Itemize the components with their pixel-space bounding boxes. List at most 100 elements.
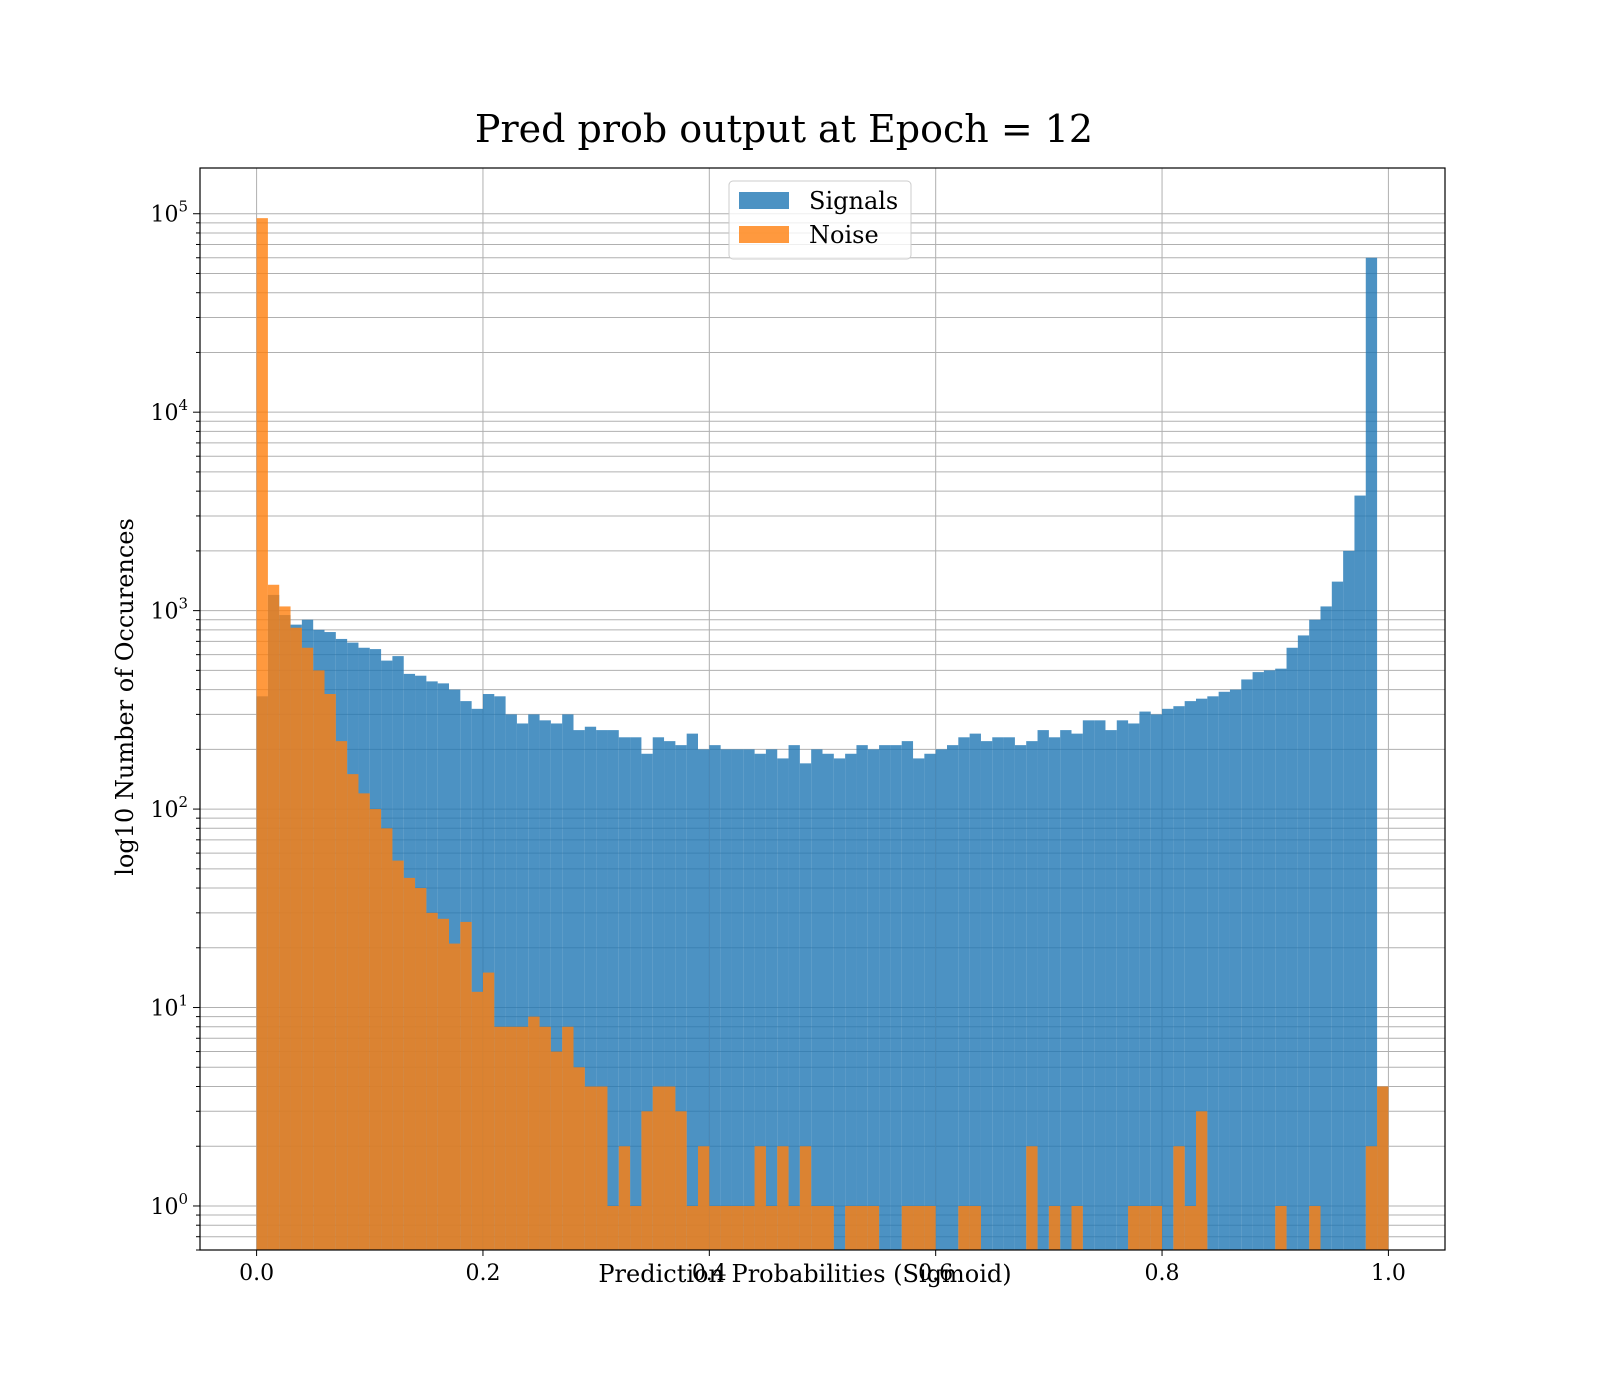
- signals-bar: [1309, 619, 1321, 1250]
- signals-bar: [482, 694, 495, 1250]
- signals-bar: [1014, 745, 1027, 1250]
- noise-bar: [969, 1205, 981, 1250]
- noise-bar: [1139, 1205, 1151, 1250]
- noise-bars: [256, 218, 1389, 1250]
- signals-bar: [1331, 581, 1344, 1250]
- signals-bar: [664, 741, 676, 1250]
- signals-bar: [528, 714, 540, 1250]
- noise-bar: [958, 1205, 970, 1250]
- noise-bar: [596, 1086, 608, 1250]
- noise-bar: [369, 809, 382, 1250]
- signals-bar: [901, 741, 914, 1250]
- signals-bar: [1139, 711, 1151, 1250]
- noise-bar: [256, 218, 268, 1250]
- noise-bar: [901, 1205, 914, 1250]
- signals-bar: [1354, 495, 1366, 1250]
- signals-bar: [494, 696, 506, 1250]
- noise-bar: [822, 1205, 834, 1250]
- noise-bar: [403, 877, 416, 1250]
- x-axis-label: Prediction Probabilities (Sigmoid): [598, 1260, 1011, 1288]
- noise-bar: [1365, 1146, 1378, 1250]
- signals-bar: [698, 749, 710, 1250]
- signals-bar: [1026, 741, 1038, 1250]
- noise-bar: [856, 1205, 868, 1250]
- noise-bar: [267, 584, 280, 1250]
- noise-bar: [652, 1086, 665, 1250]
- y-tick-exponent: 0: [178, 1190, 188, 1208]
- noise-bar: [743, 1205, 755, 1250]
- signals-bar: [1173, 706, 1185, 1250]
- noise-bar: [528, 1016, 540, 1250]
- noise-bar: [562, 1026, 574, 1250]
- noise-bar: [324, 694, 336, 1250]
- noise-bar: [788, 1205, 800, 1250]
- noise-bar: [494, 1026, 506, 1250]
- signals-bar: [1343, 550, 1355, 1250]
- signals-bar: [1196, 698, 1208, 1250]
- y-tick-base: 10: [150, 401, 178, 426]
- noise-bar: [1196, 1111, 1208, 1250]
- signals-bar: [1218, 691, 1230, 1250]
- signals-bar: [584, 726, 597, 1250]
- noise-bar: [709, 1205, 721, 1250]
- signals-bar: [1365, 257, 1378, 1250]
- signals-bar: [1229, 689, 1242, 1250]
- noise-bar: [1150, 1205, 1163, 1250]
- legend-label-noise: Noise: [809, 221, 879, 249]
- noise-bar: [460, 921, 472, 1250]
- y-tick-base: 10: [150, 1195, 178, 1220]
- signals-bar: [709, 745, 721, 1250]
- noise-bar: [913, 1205, 925, 1250]
- signals-bar: [822, 753, 834, 1250]
- noise-bar: [777, 1146, 789, 1250]
- signals-bar: [1320, 606, 1332, 1250]
- x-tick-label: 0.6: [918, 1261, 953, 1286]
- plot-frame: [199, 167, 1446, 1251]
- y-tick-exponent: 2: [178, 793, 188, 811]
- noise-bar: [867, 1205, 880, 1250]
- noise-bar: [799, 1146, 812, 1250]
- y-tick-exponent: 5: [178, 198, 188, 216]
- signals-bar: [731, 749, 744, 1250]
- signals-bar: [1263, 670, 1276, 1250]
- noise-bar: [1184, 1205, 1196, 1250]
- y-tick-exponent: 3: [178, 595, 188, 613]
- noise-bar: [358, 793, 370, 1250]
- legend-swatch-noise: [739, 226, 789, 243]
- signals-bar: [1150, 714, 1163, 1250]
- signals-bar: [505, 714, 517, 1250]
- noise-bar: [381, 828, 393, 1250]
- noise-bar: [1309, 1205, 1321, 1250]
- signals-bar: [573, 730, 585, 1250]
- noise-bar: [279, 606, 291, 1250]
- signals-bar: [1184, 701, 1196, 1250]
- signals-bar: [799, 763, 812, 1250]
- signals-bar: [1116, 720, 1129, 1250]
- signals-bar: [1060, 730, 1072, 1250]
- signals-bar: [777, 758, 789, 1250]
- signals-bar: [1275, 668, 1287, 1250]
- legend-label-signals: Signals: [809, 187, 898, 215]
- noise-bar: [415, 888, 427, 1250]
- signals-bar: [1286, 647, 1298, 1250]
- signals-bar: [675, 745, 687, 1250]
- noise-bar: [516, 1026, 529, 1250]
- noise-bar: [1071, 1205, 1083, 1250]
- y-tick-exponent: 1: [178, 992, 188, 1010]
- signals-bar: [1241, 679, 1253, 1250]
- signals-bar: [550, 723, 563, 1250]
- noise-bar: [811, 1205, 823, 1250]
- signals-bar: [935, 749, 947, 1250]
- noise-bar: [618, 1146, 631, 1250]
- noise-bar: [573, 1067, 585, 1250]
- signals-bar: [686, 733, 698, 1250]
- signals-bar: [958, 737, 970, 1250]
- signals-bar: [1048, 737, 1061, 1250]
- noise-bar: [437, 918, 449, 1250]
- y-tick-base: 10: [150, 600, 178, 625]
- signals-bar: [913, 758, 925, 1250]
- y-tick-label: 104: [150, 396, 188, 426]
- signals-bar: [539, 720, 551, 1250]
- signals-bar: [607, 730, 619, 1250]
